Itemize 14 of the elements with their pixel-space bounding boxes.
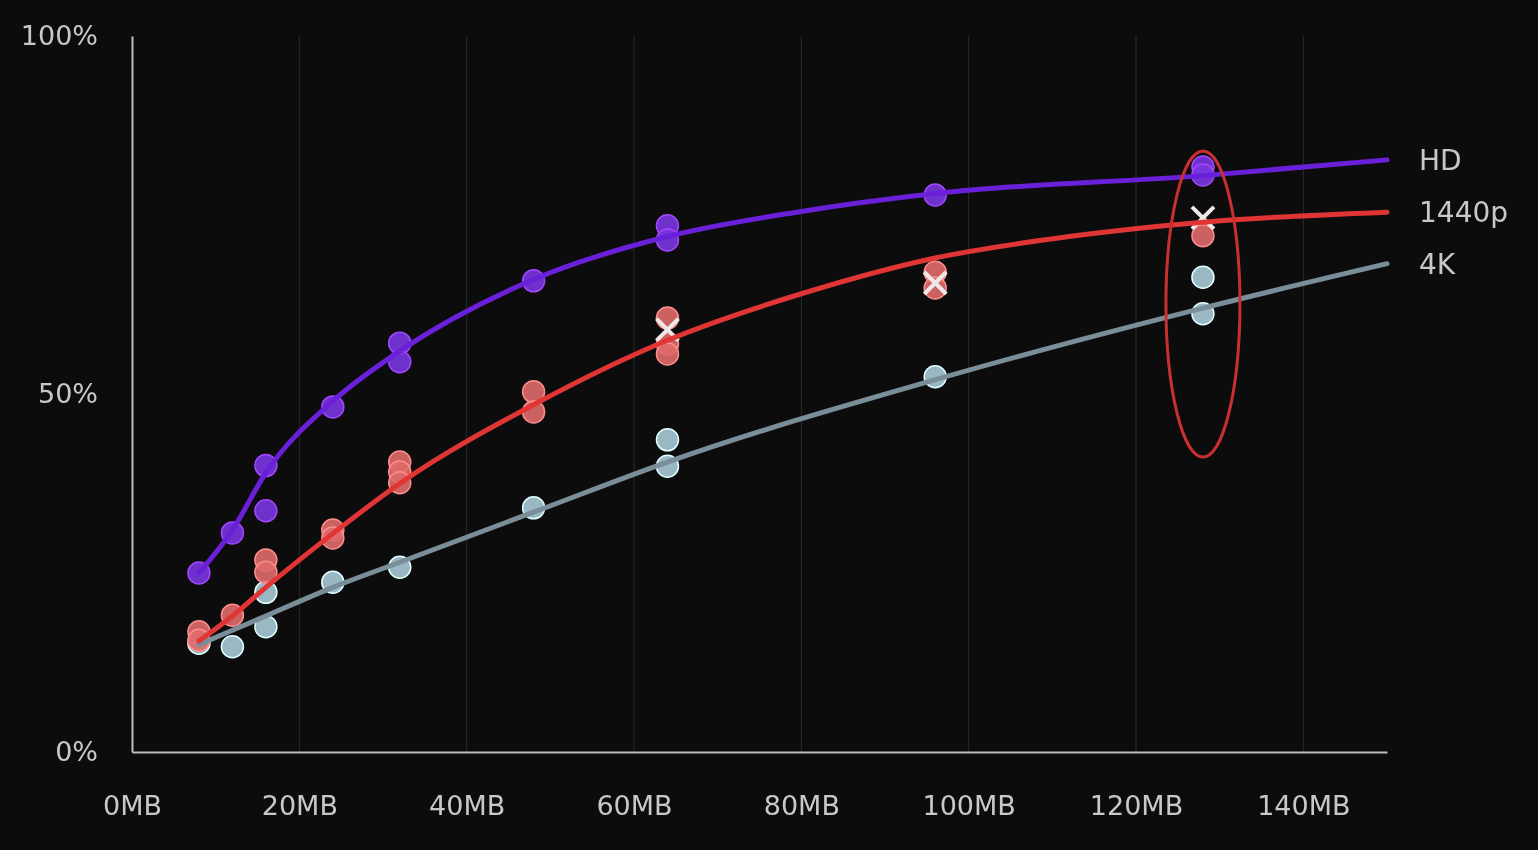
series-label: HD (1419, 143, 1462, 177)
x-tick-label: 140MB (1257, 790, 1351, 822)
series-label: 4K (1419, 247, 1456, 281)
series-label: 1440p (1419, 196, 1509, 230)
y-tick-label: 50% (37, 378, 98, 410)
x-tick-label: 0MB (103, 790, 162, 822)
x-tick-label: 40MB (429, 790, 506, 822)
y-tick-label: 100% (20, 20, 98, 52)
x-tick-label: 80MB (763, 790, 840, 822)
x-tick-label: 20MB (261, 790, 338, 822)
y-tick-label: 0% (55, 736, 98, 768)
x-tick-label: 60MB (596, 790, 673, 822)
x-tick-label: 120MB (1089, 790, 1184, 822)
x-tick-label: 100MB (922, 790, 1016, 822)
